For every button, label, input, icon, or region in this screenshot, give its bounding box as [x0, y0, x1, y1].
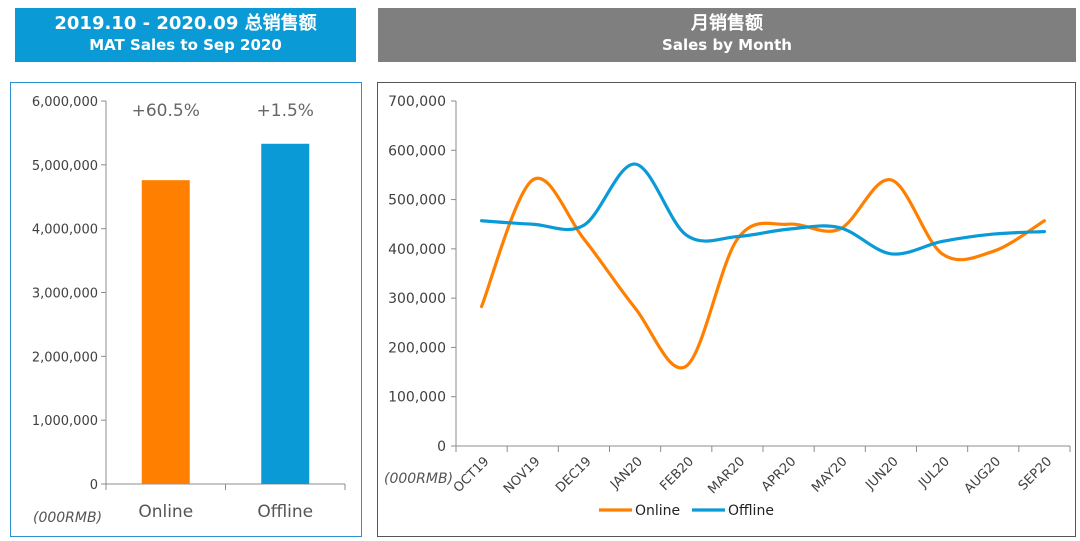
bar-growth-label: +60.5%	[132, 101, 200, 121]
line-x-tick-label: APR20	[759, 454, 800, 495]
bar-y-tick-label: 5,000,000	[32, 159, 98, 174]
bar-y-tick-label: 3,000,000	[32, 287, 98, 302]
line-y-tick-label: 600,000	[388, 143, 446, 159]
line-unit-label: (000RMB)	[384, 471, 453, 487]
line-x-tick-label: JAN20	[607, 454, 646, 493]
mat-bar-chart: 0 1,000,000 2,000,000 3,000,000 4,000,000 5,0…	[32, 95, 346, 526]
line-x-tick-label: OCT19	[451, 454, 493, 496]
bar-growth-label: +1.5%	[257, 101, 314, 121]
line-y-tick-label: 0	[437, 439, 446, 455]
bar-y-tick-label: 1,000,000	[32, 414, 98, 429]
bar-unit-label: (000RMB)	[33, 510, 102, 526]
bar-online	[141, 180, 190, 485]
bar-y-tick-label: 0	[90, 478, 98, 493]
legend-label-online: Online	[635, 503, 680, 519]
bar-offline	[261, 143, 310, 484]
line-x-tick-label: FEB20	[657, 454, 697, 494]
line-y-tick-label: 500,000	[388, 193, 446, 209]
mat-sales-header: 2019.10 - 2020.09 总销售额 MAT Sales to Sep …	[15, 8, 356, 62]
bar-y-tick-label: 2,000,000	[32, 350, 98, 365]
mat-bar-chart-panel: 0 1,000,000 2,000,000 3,000,000 4,000,000 5,0…	[10, 82, 362, 537]
line-y-tick-label: 100,000	[388, 390, 446, 406]
mat-sales-title: 2019.10 - 2020.09 总销售额	[54, 13, 317, 34]
line-x-tick-label: AUG20	[962, 454, 1004, 496]
line-x-tick-label: SEP20	[1016, 454, 1055, 493]
bar-category-label: Online	[138, 502, 193, 522]
bar-category-label: Offline	[257, 502, 313, 522]
monthly-line-chart: 0 100,000 200,000 300,000 400,000 500,000 600,…	[384, 94, 1071, 519]
series-line-online	[479, 176, 1047, 370]
series-line-offline	[479, 162, 1047, 256]
line-y-tick-label: 300,000	[388, 291, 446, 307]
line-y-tick-label: 700,000	[388, 94, 446, 110]
monthly-line-chart-panel: 0 100,000 200,000 300,000 400,000 500,000 600,…	[377, 82, 1076, 537]
line-y-tick-label: 200,000	[388, 340, 446, 356]
mat-sales-subtitle: MAT Sales to Sep 2020	[89, 36, 282, 54]
line-x-tick-label: NOV19	[501, 454, 544, 497]
bar-y-tick-label: 4,000,000	[32, 223, 98, 238]
line-x-tick-label: DEC19	[553, 454, 595, 496]
bar-y-tick-label: 6,000,000	[32, 95, 98, 110]
legend-label-offline: Offline	[728, 503, 774, 519]
line-x-tick-label: MAY20	[809, 454, 850, 495]
monthly-sales-header: 月销售额 Sales by Month	[378, 8, 1076, 62]
line-x-tick-label: JUL20	[915, 454, 953, 492]
monthly-sales-title: 月销售额	[691, 13, 763, 34]
line-y-tick-label: 400,000	[388, 242, 446, 258]
monthly-sales-subtitle: Sales by Month	[662, 36, 792, 54]
line-x-tick-label: JUN20	[862, 454, 901, 493]
line-x-tick-label: MAR20	[705, 454, 748, 497]
